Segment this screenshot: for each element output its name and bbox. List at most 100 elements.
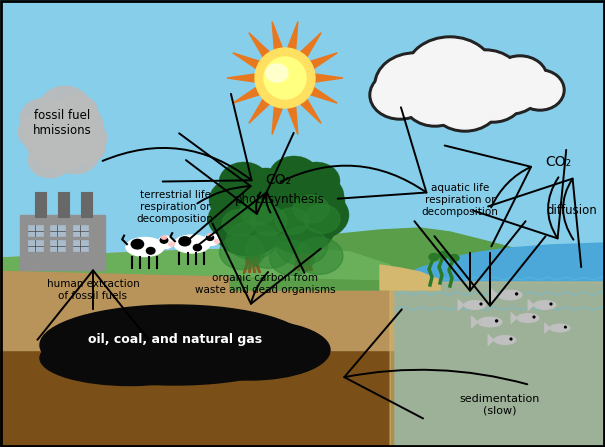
Ellipse shape: [204, 234, 219, 245]
Ellipse shape: [478, 317, 502, 327]
Ellipse shape: [494, 336, 516, 345]
Ellipse shape: [372, 73, 428, 117]
FancyArrowPatch shape: [38, 270, 149, 340]
Bar: [50, 240, 65, 251]
Polygon shape: [299, 97, 321, 123]
FancyArrowPatch shape: [434, 236, 546, 306]
Polygon shape: [544, 323, 550, 333]
Ellipse shape: [284, 173, 344, 219]
FancyArrowPatch shape: [473, 150, 566, 238]
Ellipse shape: [168, 242, 175, 247]
Polygon shape: [227, 74, 257, 82]
Polygon shape: [308, 86, 337, 103]
Ellipse shape: [515, 293, 518, 295]
FancyArrowPatch shape: [445, 146, 531, 246]
Bar: [73, 225, 88, 236]
Ellipse shape: [408, 39, 492, 105]
Ellipse shape: [259, 172, 315, 216]
Ellipse shape: [242, 168, 290, 206]
Ellipse shape: [215, 188, 279, 236]
Ellipse shape: [219, 162, 269, 202]
Polygon shape: [380, 265, 440, 290]
Ellipse shape: [20, 98, 70, 138]
Polygon shape: [249, 97, 271, 123]
Bar: [58, 192, 69, 217]
Ellipse shape: [160, 237, 168, 243]
Ellipse shape: [226, 168, 282, 212]
Polygon shape: [233, 86, 262, 103]
Ellipse shape: [39, 86, 91, 130]
Bar: [0, 260, 605, 447]
Polygon shape: [272, 21, 283, 52]
Polygon shape: [0, 248, 395, 350]
Text: CO₂: CO₂: [545, 155, 571, 169]
Ellipse shape: [25, 115, 85, 165]
Text: sedimentation
(slow): sedimentation (slow): [460, 394, 540, 416]
Ellipse shape: [234, 179, 294, 225]
Ellipse shape: [220, 234, 264, 270]
Bar: [0, 260, 605, 350]
Ellipse shape: [159, 236, 174, 249]
Bar: [28, 240, 43, 251]
Ellipse shape: [269, 178, 321, 218]
Ellipse shape: [225, 184, 285, 230]
Ellipse shape: [477, 61, 543, 115]
Ellipse shape: [266, 64, 288, 82]
Polygon shape: [528, 299, 534, 311]
Ellipse shape: [255, 48, 315, 108]
Polygon shape: [249, 33, 271, 59]
Polygon shape: [511, 312, 517, 324]
Text: aquatic life
respiration or
decomposition: aquatic life respiration or decompositio…: [422, 183, 499, 217]
Ellipse shape: [495, 320, 497, 322]
Polygon shape: [488, 334, 494, 346]
Ellipse shape: [281, 171, 329, 209]
Ellipse shape: [222, 210, 256, 236]
Ellipse shape: [270, 240, 315, 276]
Ellipse shape: [261, 195, 317, 239]
Ellipse shape: [179, 237, 191, 246]
Bar: [246, 222, 259, 260]
Ellipse shape: [295, 238, 343, 274]
Text: terrestrial life
respiration or
decomposition: terrestrial life respiration or decompos…: [137, 190, 214, 224]
Ellipse shape: [464, 300, 486, 309]
Ellipse shape: [63, 120, 107, 156]
Ellipse shape: [58, 95, 98, 129]
Polygon shape: [0, 248, 395, 280]
Polygon shape: [233, 53, 262, 70]
Ellipse shape: [126, 237, 164, 257]
Text: diffusion: diffusion: [547, 203, 597, 216]
Ellipse shape: [495, 58, 545, 98]
Ellipse shape: [276, 227, 327, 265]
Ellipse shape: [439, 252, 449, 258]
Bar: [50, 225, 65, 236]
FancyArrowPatch shape: [179, 133, 250, 245]
Ellipse shape: [40, 305, 310, 385]
Ellipse shape: [161, 236, 167, 240]
Ellipse shape: [278, 182, 338, 228]
Ellipse shape: [214, 239, 220, 244]
Polygon shape: [299, 33, 321, 59]
Ellipse shape: [515, 69, 565, 111]
Ellipse shape: [450, 52, 520, 108]
Ellipse shape: [550, 303, 552, 305]
Ellipse shape: [510, 338, 512, 340]
Bar: [395, 320, 605, 447]
FancyArrowPatch shape: [488, 179, 581, 267]
Ellipse shape: [216, 180, 268, 220]
Polygon shape: [395, 243, 605, 447]
Polygon shape: [471, 316, 478, 328]
Ellipse shape: [209, 178, 265, 222]
Polygon shape: [230, 228, 605, 290]
FancyArrowPatch shape: [281, 107, 427, 199]
FancyArrowPatch shape: [344, 309, 528, 418]
Text: organic carbon from
waste and dead organisms: organic carbon from waste and dead organ…: [195, 273, 335, 295]
Ellipse shape: [289, 191, 349, 239]
Polygon shape: [491, 289, 498, 301]
Ellipse shape: [276, 162, 332, 206]
Ellipse shape: [465, 76, 521, 120]
Ellipse shape: [244, 185, 292, 223]
Ellipse shape: [369, 70, 431, 120]
FancyArrowPatch shape: [197, 192, 304, 273]
Ellipse shape: [269, 156, 319, 196]
Ellipse shape: [240, 197, 276, 225]
